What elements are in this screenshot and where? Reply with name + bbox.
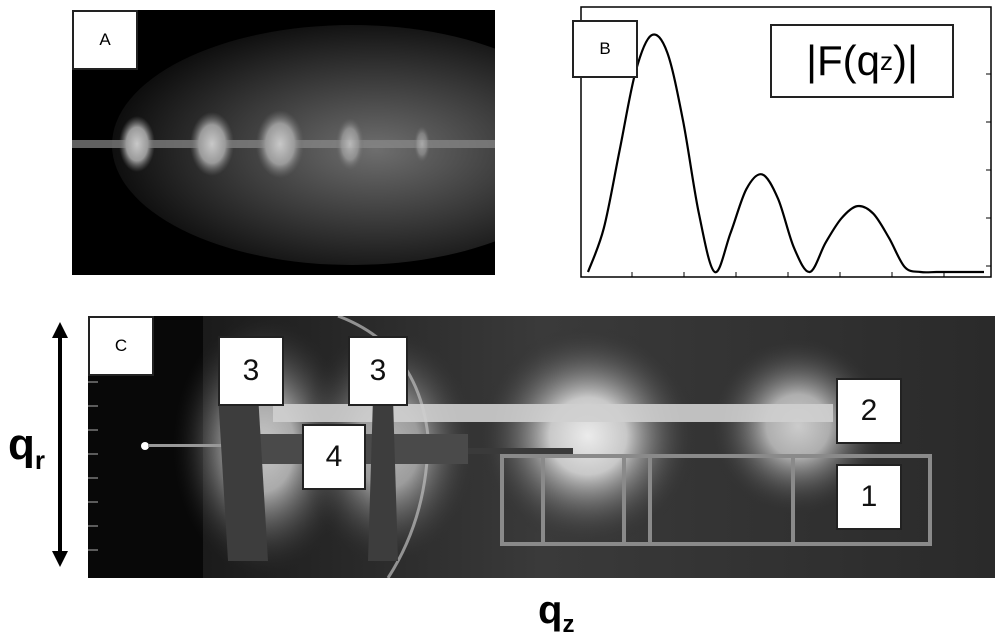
region-3-right-shape: [368, 398, 398, 561]
region-3-right-label: 3: [348, 336, 408, 406]
region-4-label: 4: [302, 424, 366, 490]
panel-a-label: A: [72, 10, 138, 70]
bragg-spot-4: [336, 118, 364, 170]
region-1-box: [500, 454, 932, 546]
formula-box: |F(q z)|: [770, 24, 954, 98]
qr-main: q: [8, 420, 35, 469]
qr-label: qr: [8, 420, 45, 476]
qr-axis: [52, 322, 72, 567]
bragg-spot-1: [119, 116, 155, 172]
qz-label: qz: [538, 588, 574, 639]
panel-b-plot: B |F(q z)|: [572, 6, 992, 278]
panel-a-scatter-pattern: [72, 10, 495, 275]
formula-sub: z: [880, 45, 893, 76]
formula-prefix: |F(q: [806, 37, 880, 84]
qr-double-arrow: [52, 322, 68, 567]
panel-c-label: C: [88, 316, 154, 376]
region-2-label: 2: [836, 378, 902, 444]
qz-sub: z: [562, 611, 575, 638]
panel-b-label: B: [572, 20, 638, 78]
bragg-spot-3: [256, 110, 304, 178]
region-3-left-shape: [218, 394, 268, 561]
bragg-spot-5: [414, 126, 430, 162]
panel-c-image: C 3 3 4 2 1: [88, 316, 995, 578]
qz-main: q: [538, 588, 563, 632]
qr-sub: r: [34, 444, 46, 475]
region-1-label: 1: [836, 464, 902, 530]
panel-a-image: A: [72, 10, 495, 275]
form-factor-curve: [586, 33, 984, 274]
formula-suffix: )|: [893, 37, 918, 84]
region-3-left-label: 3: [218, 336, 284, 406]
panel-c-scatter-pattern: [88, 316, 995, 578]
region-2-bar: [273, 404, 833, 422]
bragg-spot-2: [190, 112, 234, 176]
